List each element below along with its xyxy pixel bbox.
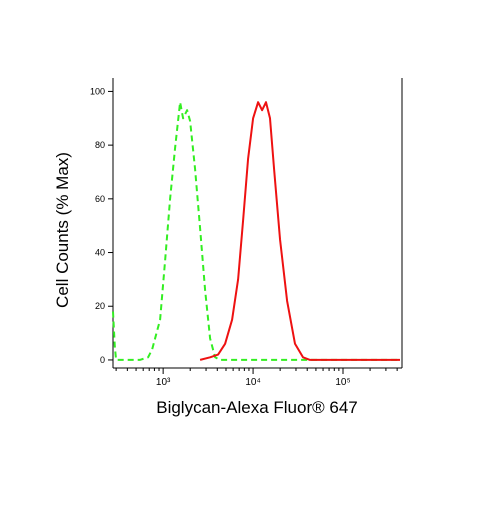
y-tick-label: 80 xyxy=(95,140,105,150)
x-tick-label: 10⁴ xyxy=(245,377,260,388)
y-tick-label: 0 xyxy=(100,355,105,365)
series-line xyxy=(112,101,400,361)
x-tick-label: 10³ xyxy=(156,377,171,388)
y-tick-label: 100 xyxy=(90,86,105,96)
y-tick-label: 60 xyxy=(95,194,105,204)
series-line xyxy=(199,101,400,361)
x-axis-label: Biglycan-Alexa Fluor® 647 xyxy=(156,398,358,417)
y-tick-label: 20 xyxy=(95,301,105,311)
y-axis-label: Cell Counts (% Max) xyxy=(53,152,72,308)
x-tick-label: 10⁵ xyxy=(335,377,350,388)
y-tick-label: 40 xyxy=(95,248,105,258)
